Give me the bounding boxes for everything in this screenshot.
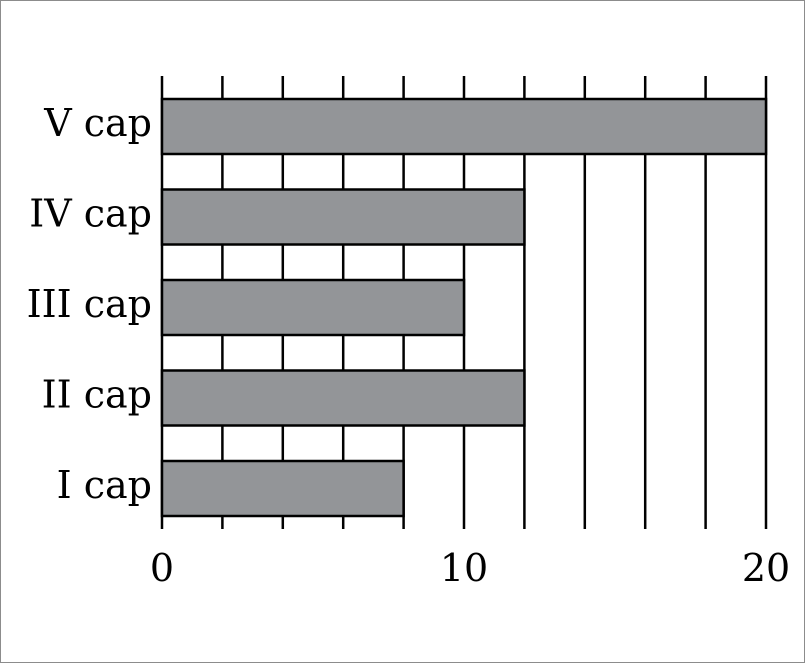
x-tick-labels: 0 10 20 — [150, 546, 790, 590]
x-tick-label: 20 — [742, 546, 790, 590]
x-tick-label: 0 — [150, 546, 174, 590]
x-tick-label: 10 — [440, 546, 488, 590]
bar-ii-cap — [160, 369, 526, 427]
bars — [160, 97, 768, 518]
category-label: IV cap — [29, 192, 152, 236]
bar-v-cap — [160, 97, 768, 156]
bar-i-cap — [160, 459, 405, 518]
category-label: III cap — [27, 282, 152, 326]
bar-iii-cap — [160, 278, 466, 337]
category-labels: V cap IV cap III cap II cap I cap — [27, 101, 152, 507]
category-label: II cap — [42, 373, 152, 417]
bar-iv-cap — [160, 188, 526, 246]
category-label: V cap — [43, 101, 152, 145]
category-label: I cap — [57, 463, 152, 507]
